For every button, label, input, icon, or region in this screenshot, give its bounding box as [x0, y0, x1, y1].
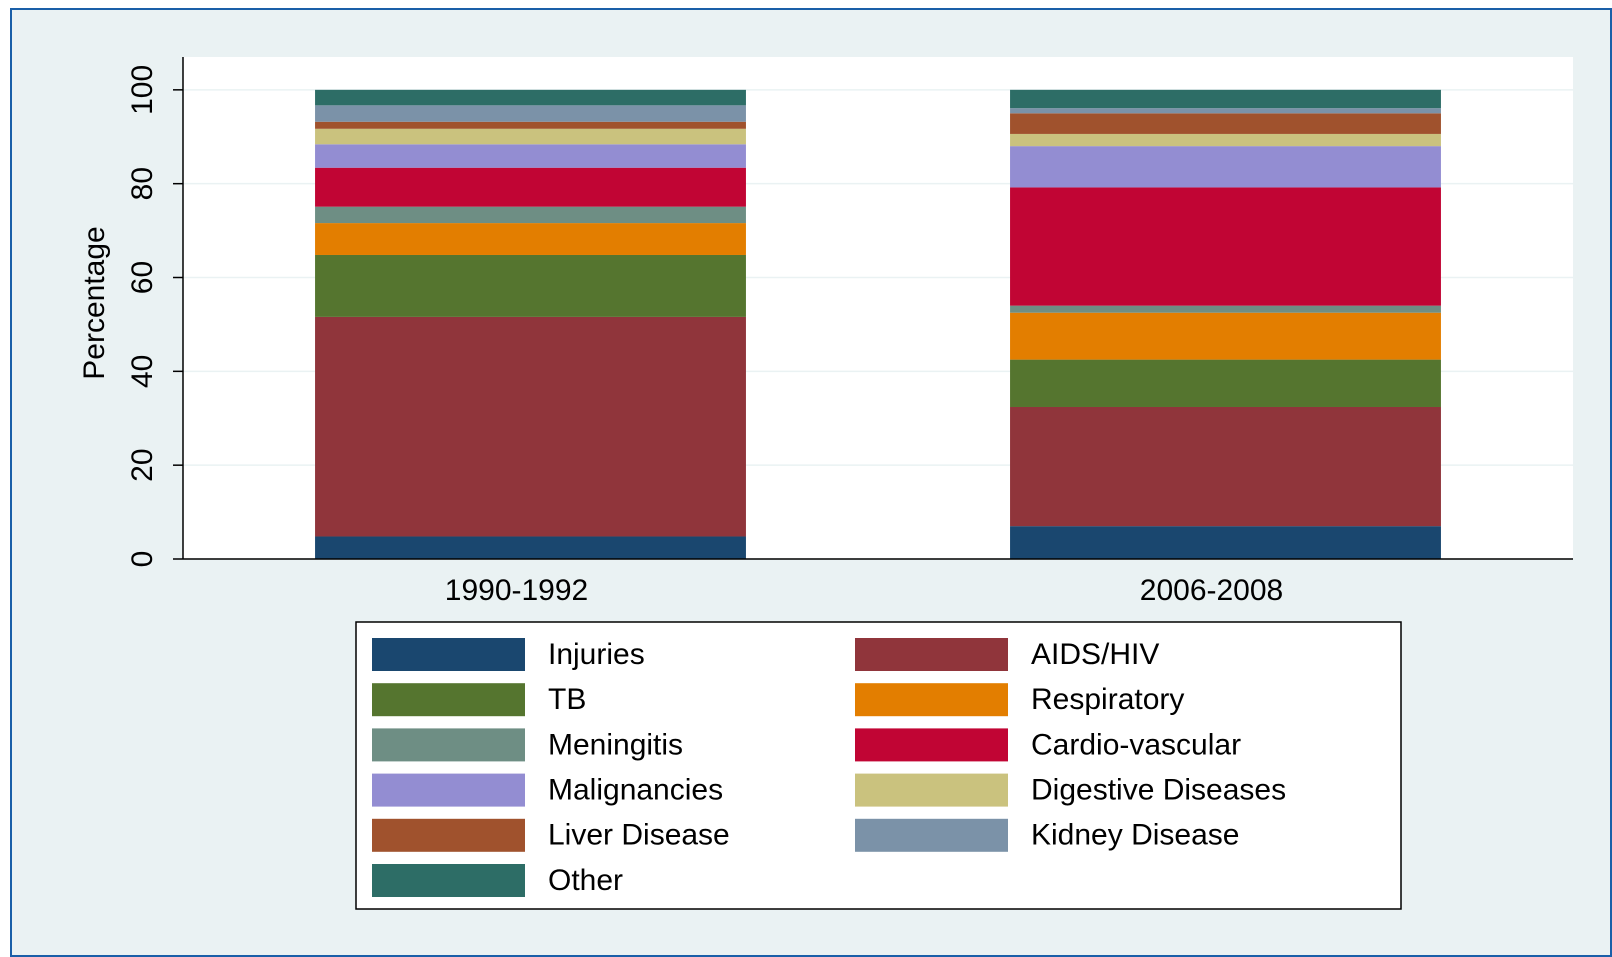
legend-label: TB — [548, 683, 586, 716]
bar-segment — [1010, 187, 1441, 306]
legend-swatch — [372, 773, 525, 807]
y-tick-label: 60 — [126, 261, 159, 294]
legend-label: Cardio-vascular — [1031, 728, 1241, 761]
bar-segment — [315, 89, 746, 106]
legend-swatch — [855, 773, 1008, 807]
y-axis-label: Percentage — [78, 226, 111, 379]
bar-segment — [1010, 108, 1441, 114]
y-tick-label: 20 — [126, 448, 159, 481]
bar-segment — [315, 128, 746, 145]
legend-label: Meningitis — [548, 728, 683, 761]
legend-swatch — [372, 638, 525, 671]
y-tick-label: 100 — [126, 65, 159, 115]
legend-swatch — [855, 683, 1008, 717]
legend-label: Liver Disease — [548, 819, 730, 852]
legend-swatch — [372, 818, 525, 852]
x-tick-label: 2006-2008 — [1140, 574, 1283, 607]
legend-label: Kidney Disease — [1031, 819, 1239, 852]
bar-segment — [315, 316, 746, 537]
legend-label: Other — [548, 864, 623, 897]
x-tick-label: 1990-1992 — [445, 574, 588, 607]
bar-segment — [315, 105, 746, 122]
y-tick-label: 80 — [126, 167, 159, 200]
legend-swatch — [855, 818, 1008, 852]
legend-swatch — [855, 728, 1008, 762]
legend-label: Digestive Diseases — [1031, 774, 1286, 807]
bar-segment — [1010, 133, 1441, 147]
bar-segment — [1010, 312, 1441, 360]
legend-label: AIDS/HIV — [1031, 638, 1159, 671]
y-tick-label: 0 — [126, 551, 159, 568]
legend-swatch — [855, 638, 1008, 671]
bar-segment — [315, 144, 746, 168]
legend-label: Respiratory — [1031, 683, 1184, 716]
legend-swatch — [372, 728, 525, 762]
legend-label: Injuries — [548, 638, 645, 671]
bar-segment — [1010, 113, 1441, 134]
bar-segment — [315, 206, 746, 224]
legend-swatch — [372, 864, 525, 897]
bar-segment — [315, 167, 746, 207]
bar-segment — [1010, 526, 1441, 559]
bar-segment — [315, 254, 746, 317]
bar-segment — [1010, 305, 1441, 313]
bar-segment — [1010, 89, 1441, 109]
bar-segment — [1010, 406, 1441, 527]
bar-segment — [1010, 359, 1441, 407]
y-tick-label: 40 — [126, 355, 159, 388]
legend-swatch — [372, 683, 525, 717]
bar-segment — [1010, 146, 1441, 188]
bar-segment — [315, 223, 746, 255]
bar-segment — [315, 121, 746, 129]
bar-segment — [315, 536, 746, 559]
legend-label: Malignancies — [548, 774, 723, 807]
